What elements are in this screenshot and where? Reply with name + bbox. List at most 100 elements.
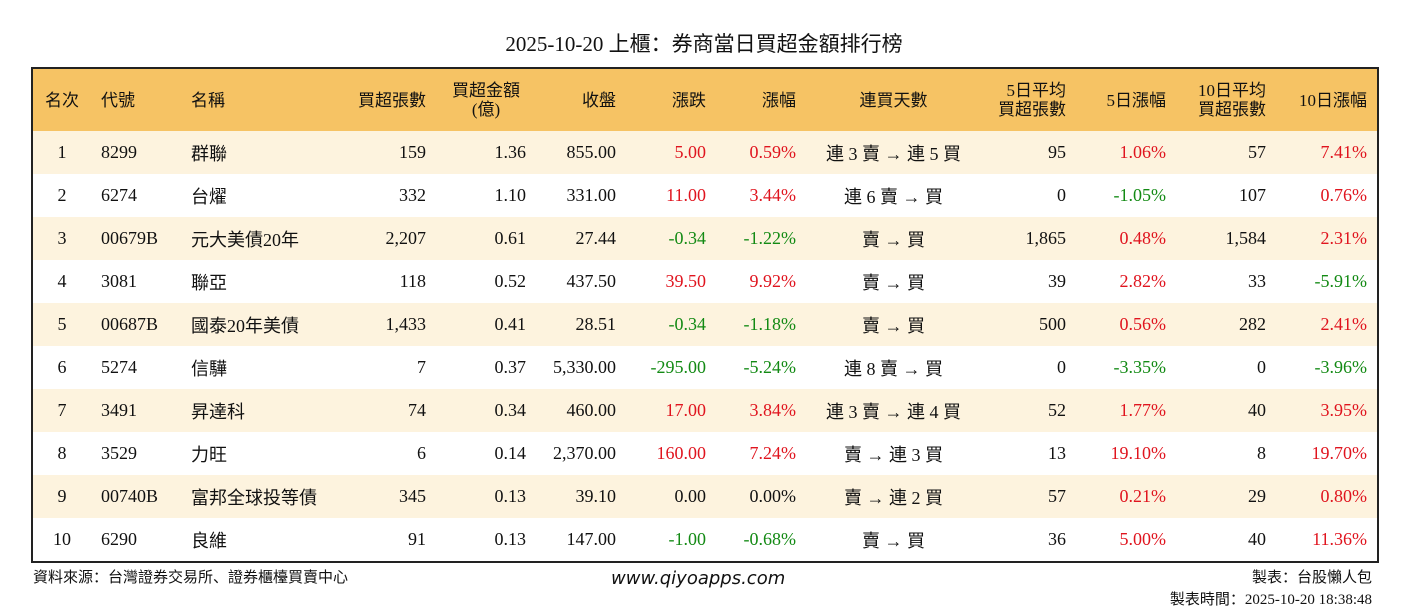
table-cell: 賣 → 連 3 買 [844,444,943,465]
column-header: 買超金額 (億) [436,68,536,131]
author-note: 製表：台股懶人包 [1251,570,1372,586]
table-cell: 2.82% [1119,271,1167,291]
table-cell: -0.34 [626,303,716,346]
table-cell: 39.50 [665,271,707,291]
table-cell: 昇達科 [181,389,331,432]
table-cell: 2,207 [331,217,436,260]
table-cell: 良維 [191,530,227,551]
table-cell: 437.50 [566,271,617,291]
table-cell: 2,370.00 [553,443,616,463]
table-cell: 3.95% [1276,389,1378,432]
table-row: 5 00687B 國泰20年美債 1,433 0.41 28.51 -0.34 -1.18% 賣… [32,303,1378,346]
table-cell: 0.37 [494,357,527,377]
table-cell: 0.00% [716,475,806,518]
column-header: 代號 [91,68,181,131]
table-cell: -3.96% [1314,357,1368,377]
table-cell: 0.61 [436,217,536,260]
table-cell: 39 [1048,271,1066,291]
table-cell: 6 [417,443,426,463]
table-cell: 160.00 [656,443,707,463]
table-cell: -5.91% [1314,271,1368,291]
table-cell: 460.00 [536,389,626,432]
table-cell: 賣 → 買 [862,272,925,293]
column-header: 連買天數 [806,68,981,131]
table-cell: 8299 [91,131,181,174]
table-row: 9 00740B 富邦全球投等債 345 0.13 39.10 0.00 0.00% 賣 → 連… [32,475,1378,518]
table-cell: 1.06% [1076,131,1176,174]
table-cell: 元大美債20年 [181,217,331,260]
table-cell: 連 3 賣 → 連 5 買 [806,131,981,174]
table-cell: 0 [1057,357,1066,377]
table-cell: 6 [57,357,67,377]
table-row: 8 3529 力旺 6 0.14 2,370.00 160.00 7.24% 賣 → 連 3 買… [32,432,1378,475]
column-header: 名稱 [181,68,331,131]
table-cell: 29 [1176,475,1276,518]
table-cell: 8 [1257,443,1266,463]
table-cell: 9 [32,475,91,518]
table-cell: 855.00 [536,131,626,174]
source-note: 資料來源：台灣證券交易所、證券櫃檯買賣中心 [33,570,349,586]
table-cell: 0.76% [1320,185,1368,205]
table-cell: -0.68% [743,529,797,549]
table-cell: 3.84% [716,389,806,432]
table-cell: 345 [331,475,436,518]
table-cell: 連 8 賣 → 買 [844,358,943,379]
table-cell: 11.36% [1312,529,1367,549]
table-cell: -5.24% [743,357,797,377]
table-cell: 1 [32,131,91,174]
table-cell: 5 [32,303,91,346]
table-cell: 連 6 賣 → 買 [844,186,943,207]
column-header: 名次 [32,68,91,131]
table-cell: 6274 [101,185,137,205]
table-cell: 13 [1048,443,1066,463]
table-cell: 群聯 [181,131,331,174]
table-cell: 1.10 [494,185,527,205]
table-cell: 17.00 [626,389,716,432]
table-cell: 11.00 [666,185,706,205]
table-cell: 159 [331,131,436,174]
table-cell: 282 [1176,303,1276,346]
table-cell: 36 [1048,529,1066,549]
table-cell: 332 [399,185,426,205]
table-cell: 0.13 [436,475,536,518]
ranking-table: 名次 代號 名稱 買超張數 買超金額 (億) 收盤 漲跌 漲幅 連買天數 5日平均 買超張數 5日漲… [31,67,1379,563]
table-cell: 95 [981,131,1076,174]
header-row: 名次 代號 名稱 買超張數 買超金額 (億) 收盤 漲跌 漲幅 連買天數 5日平均 買超張數 5日漲… [32,68,1378,131]
site-url: www.qiyoapps.com [611,568,786,589]
table-cell: 57 [981,475,1076,518]
table-cell: 7 [417,357,426,377]
table-cell: 00687B [91,303,181,346]
table-cell: 賣 → 連 2 買 [806,475,981,518]
table-cell: 2.41% [1276,303,1378,346]
title: 2025-10-20 上櫃：券商當日買超金額排行榜 [505,32,903,56]
table-cell: 0.80% [1276,475,1378,518]
column-header: 收盤 [536,68,626,131]
table-cell: 1,584 [1176,217,1276,260]
table-cell: -1.18% [716,303,806,346]
table-cell: 0 [1057,185,1066,205]
table-cell: -1.22% [716,217,806,260]
table-cell: 0.21% [1076,475,1176,518]
table-cell: 331.00 [566,185,617,205]
table-cell: 0 [1257,357,1266,377]
table-cell: 1,865 [981,217,1076,260]
table-cell: 0.14 [494,443,527,463]
table-cell: 賣 → 買 [806,217,981,260]
table-cell: -0.34 [626,217,716,260]
table-cell: 4 [57,271,67,291]
table-cell: 賣 → 買 [862,530,925,551]
table-cell: 5274 [101,357,137,377]
time-note: 製表時間：2025-10-20 18:38:48 [1169,592,1372,608]
table-cell: -1.00 [668,529,707,549]
column-header: 5日平均 買超張數 [981,68,1076,131]
table-cell: 力旺 [191,444,227,465]
table-cell: -295.00 [650,357,707,377]
table-cell: 19.10% [1110,443,1167,463]
column-header: 漲幅 [716,68,806,131]
table-cell: 91 [408,529,426,549]
table-cell: 7.41% [1276,131,1378,174]
table-cell: 聯亞 [191,272,227,293]
table-cell: 2 [57,185,67,205]
table-cell: 3 [32,217,91,260]
table-cell: 33 [1248,271,1266,291]
